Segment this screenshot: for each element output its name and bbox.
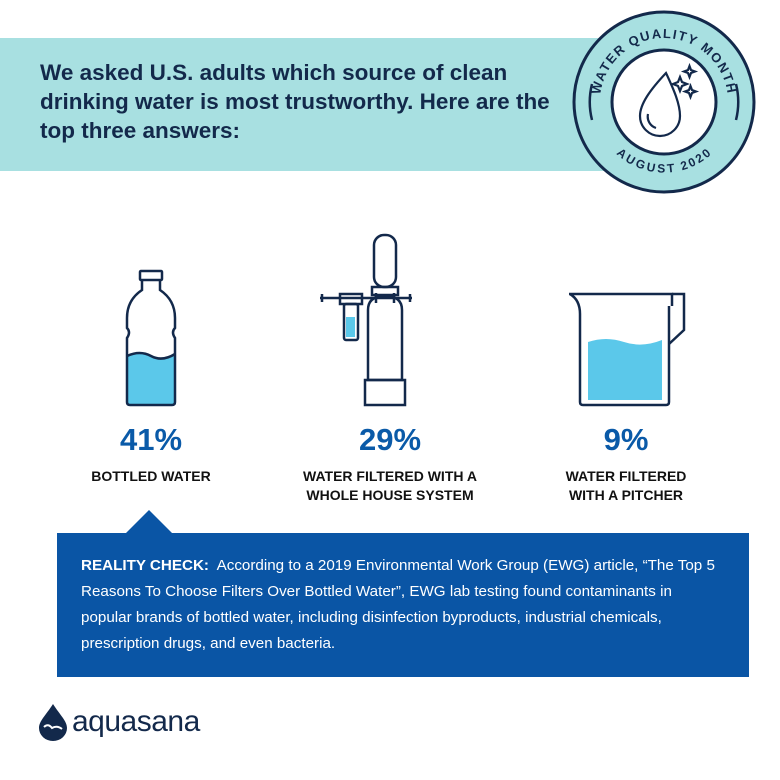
water-drop-sparkle-icon (638, 62, 700, 138)
whole-house-filter-icon (320, 233, 412, 407)
label-line: WHOLE HOUSE SYSTEM (306, 487, 474, 503)
label-pitcher: WATER FILTERED WITH A PITCHER (506, 467, 746, 505)
reality-check-box: REALITY CHECK: According to a 2019 Envir… (57, 533, 749, 677)
water-bottle-icon (125, 269, 177, 407)
header-band (0, 38, 610, 171)
percent-whole-house: 29% (358, 422, 422, 457)
brand-name: aquasana (72, 705, 200, 738)
reality-check-title: REALITY CHECK: (81, 557, 209, 574)
label-line: WATER FILTERED WITH A (303, 468, 477, 484)
reality-check-body: According to a 2019 Environmental Work G… (81, 557, 715, 652)
headline: We asked U.S. adults which source of cle… (40, 60, 550, 143)
callout-pointer (125, 510, 173, 534)
pitcher-icon (569, 292, 686, 407)
percent-bottled: 41% (119, 422, 183, 457)
label-whole-house: WATER FILTERED WITH A WHOLE HOUSE SYSTEM (270, 467, 510, 505)
aquasana-logo: aquasana (38, 703, 200, 741)
label-line: WITH A PITCHER (568, 487, 684, 503)
label-line: WATER FILTERED (565, 468, 687, 484)
water-quality-month-badge: WATER QUALITY MONTH AUGUST 2020 (572, 10, 756, 194)
label-bottled: BOTTLED WATER (91, 468, 211, 484)
percent-pitcher: 9% (603, 422, 649, 457)
aquasana-drop-icon (39, 704, 67, 741)
